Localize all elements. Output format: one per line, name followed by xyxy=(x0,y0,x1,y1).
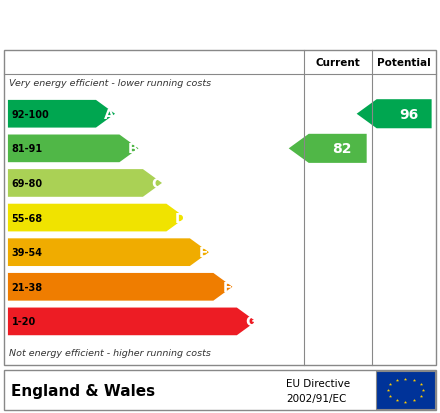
Text: 21-38: 21-38 xyxy=(11,282,43,292)
Polygon shape xyxy=(357,100,432,129)
Polygon shape xyxy=(8,170,162,197)
Polygon shape xyxy=(8,308,256,335)
Polygon shape xyxy=(8,273,232,301)
Polygon shape xyxy=(8,135,139,163)
Text: Not energy efficient - higher running costs: Not energy efficient - higher running co… xyxy=(9,348,211,357)
Bar xyxy=(376,371,435,409)
Text: Very energy efficient - lower running costs: Very energy efficient - lower running co… xyxy=(9,78,211,87)
Text: 39-54: 39-54 xyxy=(11,247,42,258)
Text: D: D xyxy=(174,211,186,225)
Text: 92-100: 92-100 xyxy=(11,109,49,119)
Text: Energy Efficiency Rating: Energy Efficiency Rating xyxy=(11,14,299,34)
Polygon shape xyxy=(8,101,115,128)
Text: 2002/91/EC: 2002/91/EC xyxy=(286,394,346,404)
Text: B: B xyxy=(128,142,139,156)
Text: 55-68: 55-68 xyxy=(11,213,43,223)
Text: E: E xyxy=(199,246,209,259)
Text: Current: Current xyxy=(315,58,360,68)
Text: EU Directive: EU Directive xyxy=(286,378,350,389)
Polygon shape xyxy=(8,204,185,232)
Text: England & Wales: England & Wales xyxy=(11,383,155,398)
Text: 1-20: 1-20 xyxy=(11,317,36,327)
Polygon shape xyxy=(289,135,367,164)
Polygon shape xyxy=(8,239,209,266)
Text: G: G xyxy=(245,315,257,329)
Bar xyxy=(4,370,436,410)
Text: 81-91: 81-91 xyxy=(11,144,43,154)
Text: Potential: Potential xyxy=(377,58,431,68)
Text: 69-80: 69-80 xyxy=(11,178,43,188)
Text: 96: 96 xyxy=(399,107,418,121)
Text: A: A xyxy=(104,107,115,121)
Text: 82: 82 xyxy=(332,142,352,156)
Text: C: C xyxy=(151,176,162,190)
Text: F: F xyxy=(222,280,232,294)
